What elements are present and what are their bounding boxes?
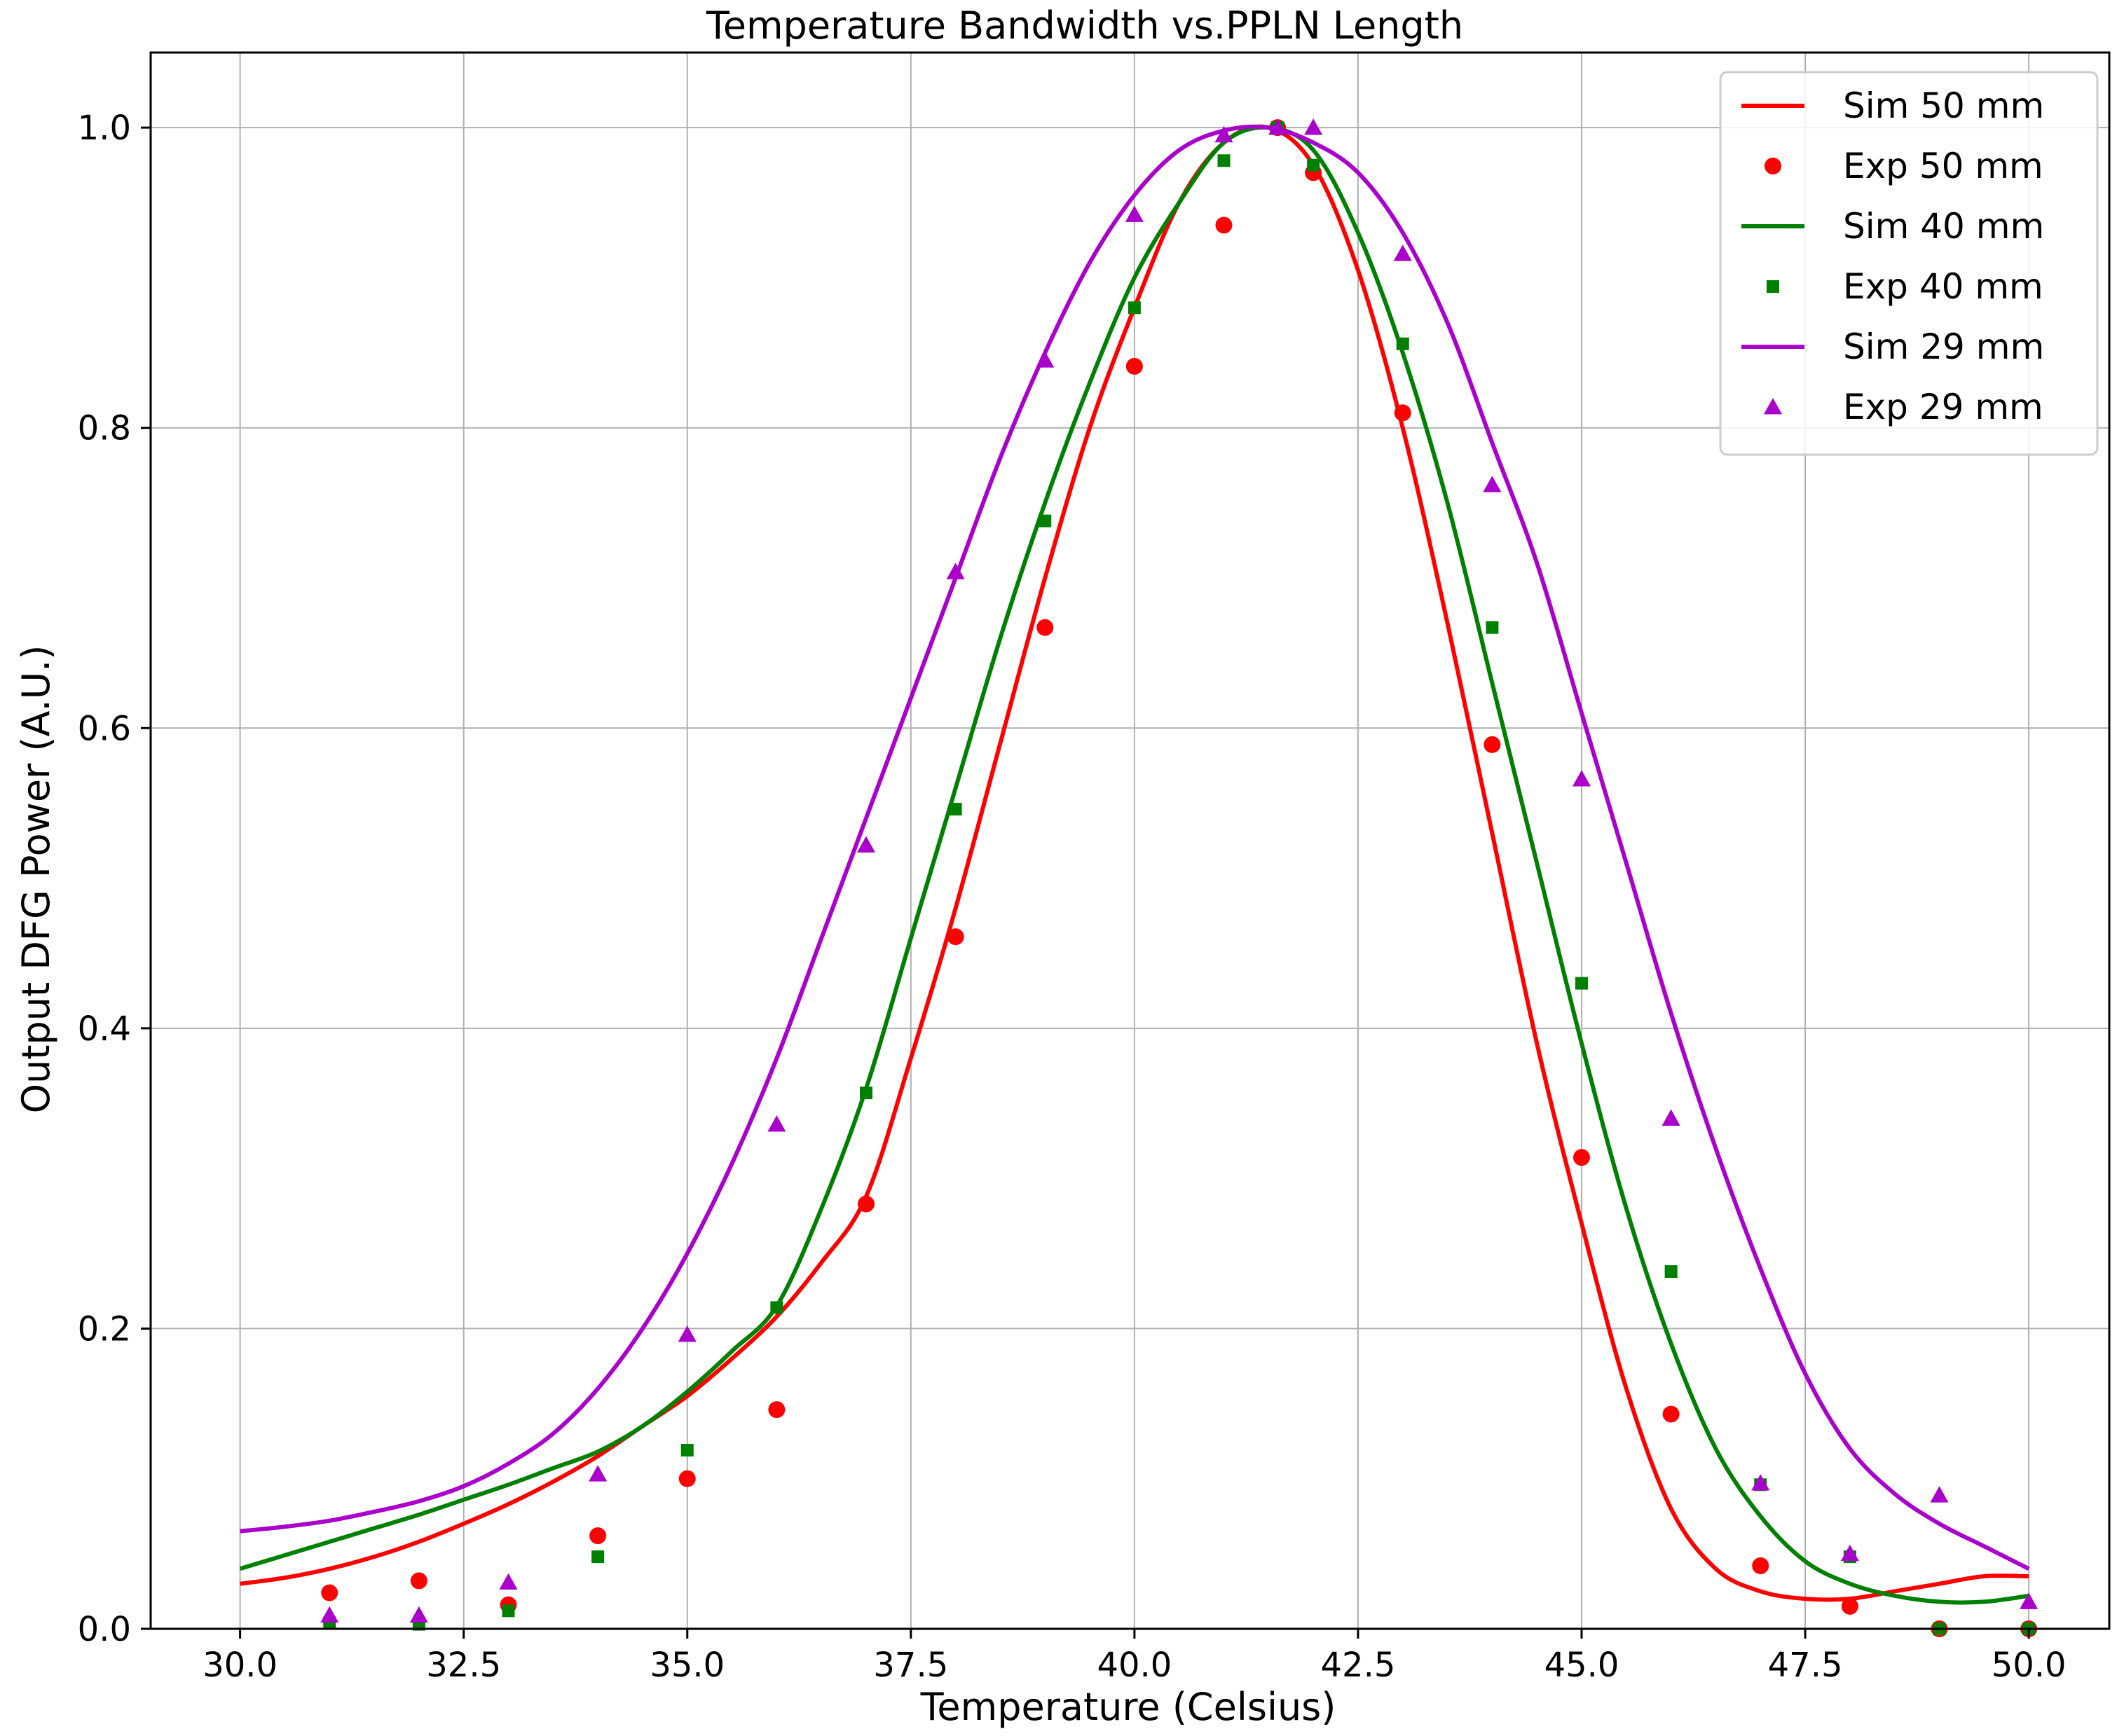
series-0 (240, 124, 2029, 1602)
data-point (678, 1325, 697, 1342)
legend-label: Exp 50 mm (1843, 146, 2043, 186)
legend-label: Sim 50 mm (1843, 85, 2044, 126)
legend-label: Sim 29 mm (1843, 326, 2044, 367)
data-point (1486, 621, 1499, 634)
y-tick-label: 0.4 (78, 1010, 131, 1049)
data-point (410, 1572, 427, 1590)
series-line (240, 124, 2029, 1602)
data-point (1039, 514, 1052, 528)
series-4 (240, 124, 2030, 1571)
legend-item: Sim 29 mm (1741, 326, 2044, 367)
legend-item: Sim 40 mm (1741, 206, 2044, 247)
legend-item: Exp 29 mm (1764, 387, 2043, 427)
data-point (1661, 1109, 1680, 1126)
data-point (1664, 1265, 1678, 1278)
data-point (770, 1301, 783, 1314)
series-5 (320, 118, 2039, 1623)
data-point (1128, 301, 1141, 315)
data-point (589, 1465, 608, 1482)
legend-label: Sim 40 mm (1843, 206, 2044, 247)
data-point (1125, 357, 1143, 375)
y-axis: 0.0 0.2 0.4 0.6 0.8 1.0 (78, 109, 151, 1649)
data-point (1841, 1597, 1858, 1615)
data-point (1214, 125, 1233, 143)
legend-box (1719, 71, 2099, 456)
data-point (1268, 118, 1287, 135)
data-point (1036, 351, 1055, 368)
data-point (1840, 1544, 1859, 1562)
series-layer (239, 118, 2039, 1637)
data-point (1752, 1557, 1769, 1574)
data-point (858, 1195, 875, 1213)
series-line (239, 125, 2029, 1605)
x-tick-label: 50.0 (1992, 1646, 2067, 1685)
data-point (2020, 1592, 2039, 1609)
legend-item: Exp 50 mm (1765, 146, 2043, 186)
y-tick-label: 0.0 (78, 1610, 131, 1649)
data-point (678, 1470, 696, 1487)
data-point (1217, 154, 1231, 167)
y-tick-label: 0.2 (78, 1309, 131, 1349)
x-axis-label: Temperature (Celsius) (920, 1685, 1336, 1729)
x-tick-label: 45.0 (1544, 1646, 1619, 1685)
data-point (1751, 1474, 1770, 1491)
plot-frame (149, 51, 2111, 1630)
data-point (1662, 1405, 1680, 1423)
data-point (409, 1606, 428, 1623)
data-point (591, 1550, 605, 1564)
data-point (680, 1444, 694, 1456)
data-point (946, 563, 965, 579)
data-point (1396, 337, 1409, 350)
data-point (321, 1584, 338, 1601)
legend-item: Sim 50 mm (1741, 85, 2044, 126)
x-tick-label: 47.5 (1768, 1646, 1843, 1685)
x-tick-label: 42.5 (1321, 1646, 1396, 1685)
legend-label: Exp 29 mm (1843, 387, 2043, 427)
data-point (1575, 977, 1589, 990)
legend-marker-swatch (1764, 398, 1782, 415)
chart-title: Temperature Bandwidth vs.PPLN Length (706, 4, 1463, 48)
data-point (857, 836, 876, 853)
data-point (1125, 205, 1144, 222)
x-tick-label: 30.0 (203, 1646, 278, 1685)
data-point (949, 803, 962, 815)
data-point (768, 1401, 786, 1419)
legend-marker-swatch (1767, 280, 1779, 293)
series-line (240, 124, 2030, 1571)
legend-label: Exp 40 mm (1843, 266, 2043, 307)
legend-marker-swatch (1765, 158, 1781, 174)
y-axis-label: Output DFG Power (A.U.) (14, 645, 58, 1114)
data-point (1394, 404, 1411, 422)
data-point (1483, 476, 1502, 492)
y-tick-label: 0.8 (78, 409, 131, 448)
data-point (1930, 1486, 1949, 1503)
data-point (320, 1606, 339, 1623)
x-tick-label: 40.0 (1097, 1646, 1172, 1685)
x-axis: 30.0 32.5 35.0 37.5 40.0 42.5 45.0 47.5 50.0 (203, 1629, 2067, 1685)
data-point (1484, 736, 1501, 753)
x-tick-label: 32.5 (426, 1646, 501, 1685)
data-point (1393, 244, 1412, 261)
x-tick-label: 37.5 (873, 1646, 948, 1685)
data-point (1215, 216, 1233, 234)
y-tick-label: 1.0 (78, 109, 131, 148)
x-tick-label: 35.0 (650, 1646, 725, 1685)
data-point (1307, 158, 1320, 172)
data-point (1036, 619, 1054, 636)
legend: Sim 50 mm Exp 50 mm Sim 40 mm Exp 40 mm Sim … (1719, 71, 2099, 456)
data-point (947, 928, 964, 946)
y-tick-label: 0.6 (78, 709, 131, 748)
data-point (499, 1573, 518, 1590)
data-point (860, 1087, 873, 1099)
data-point (589, 1527, 607, 1545)
data-point (767, 1115, 786, 1132)
data-point (1573, 770, 1591, 787)
series-2 (239, 125, 2029, 1605)
data-point (502, 1604, 515, 1618)
data-point (1304, 118, 1323, 135)
data-point (1573, 1149, 1591, 1166)
legend-item: Exp 40 mm (1767, 266, 2043, 307)
